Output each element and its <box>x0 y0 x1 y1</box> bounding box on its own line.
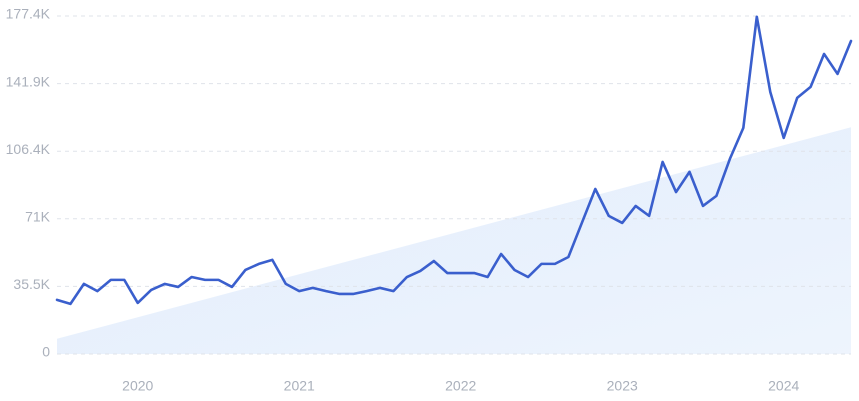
y-tick-label: 177.4K <box>6 6 51 22</box>
y-tick-label: 141.9K <box>6 73 51 89</box>
x-tick-label: 2022 <box>445 378 476 394</box>
y-tick-label: 0 <box>42 344 50 360</box>
x-tick-label: 2023 <box>607 378 638 394</box>
data-line <box>55 15 853 306</box>
x-tick-label: 2020 <box>122 378 153 394</box>
y-tick-label: 71K <box>25 208 51 224</box>
x-tick-label: 2021 <box>284 378 315 394</box>
trend-area <box>57 127 851 355</box>
y-tick-label: 106.4K <box>6 141 51 157</box>
y-tick-label: 35.5K <box>13 276 50 292</box>
x-tick-label: 2024 <box>768 378 799 394</box>
